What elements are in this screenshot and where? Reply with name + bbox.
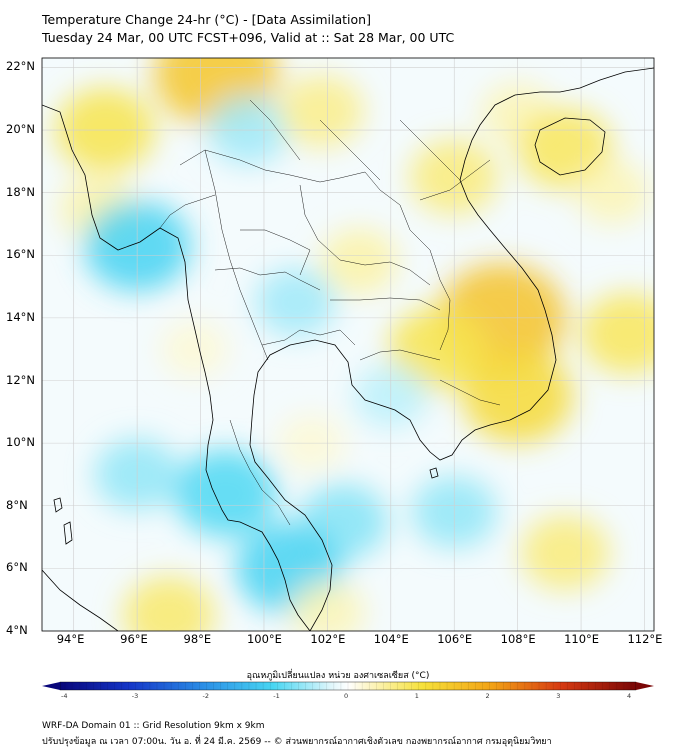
longitude-tick-label: 108°E <box>501 632 536 646</box>
anomaly-cell <box>175 450 278 537</box>
latitude-tick-label: 22°N <box>6 59 35 73</box>
colorbar-min-extend <box>42 682 60 690</box>
anomaly-cell <box>279 75 364 147</box>
longitude-tick-label: 96°E <box>120 632 148 646</box>
colorbar-label: อุณหภูมิเปลี่ยนแปลง หน่วย องศาเซลเซียส (… <box>0 668 676 682</box>
longitude-tick-label: 104°E <box>374 632 409 646</box>
latitude-tick-label: 12°N <box>6 373 35 387</box>
latitude-tick-label: 20°N <box>6 122 35 136</box>
latitude-tick-label: 10°N <box>6 435 35 449</box>
colorbar-tick-label: 4 <box>627 692 631 700</box>
latitude-tick-label: 4°N <box>6 623 28 637</box>
colorbar-max-extend <box>636 682 654 690</box>
colorbar <box>42 682 654 690</box>
latitude-tick-label: 16°N <box>6 247 35 261</box>
longitude-tick-label: 98°E <box>184 632 212 646</box>
anomaly-cell <box>161 321 228 378</box>
colorbar-tick-label: -2 <box>203 692 209 700</box>
colorbar-tick-label: 3 <box>556 692 560 700</box>
latitude-tick-label: 6°N <box>6 560 28 574</box>
anomaly-cell <box>581 293 676 374</box>
footer-update-info: ปรับปรุงข้อมูล ณ เวลา 07:00น. วัน อ. ที่… <box>42 734 552 748</box>
colorbar-tick-label: 1 <box>415 692 419 700</box>
colorbar-tick-label: -1 <box>273 692 279 700</box>
longitude-tick-label: 102°E <box>310 632 345 646</box>
colorbar-tick-label: -3 <box>132 692 138 700</box>
longitude-tick-label: 100°E <box>247 632 282 646</box>
longitude-tick-label: 112°E <box>627 632 662 646</box>
colorbar-tick-label: -4 <box>61 692 67 700</box>
footer-model-info: WRF-DA Domain 01 :: Grid Resolution 9km … <box>42 721 264 731</box>
longitude-tick-label: 94°E <box>57 632 85 646</box>
colorbar-tick-label: 2 <box>486 692 490 700</box>
longitude-tick-label: 110°E <box>564 632 599 646</box>
anomaly-cell <box>255 268 336 337</box>
colorbar-tick-label: 0 <box>344 692 348 700</box>
latitude-tick-label: 14°N <box>6 310 35 324</box>
longitude-tick-label: 106°E <box>437 632 472 646</box>
anomaly-cell <box>521 515 609 590</box>
latitude-tick-label: 8°N <box>6 498 28 512</box>
anomaly-cell <box>320 229 398 295</box>
latitude-tick-label: 18°N <box>6 185 35 199</box>
